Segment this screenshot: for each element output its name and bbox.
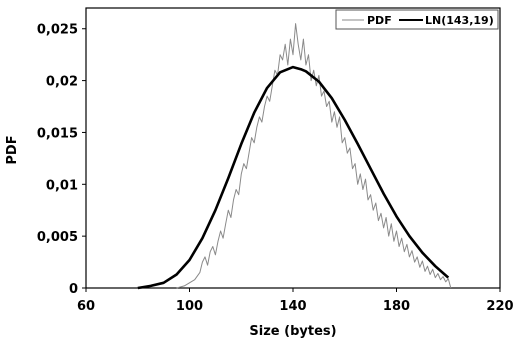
- x-axis-label: Size (bytes): [249, 324, 336, 339]
- y-axis-label: PDF: [5, 135, 20, 164]
- x-tick-label: 60: [77, 299, 95, 314]
- data-layer: [137, 23, 452, 290]
- y-tick-label: 0,005: [37, 230, 78, 245]
- y-tick-label: 0,015: [37, 126, 78, 141]
- y-tick-label: 0,01: [46, 178, 78, 193]
- legend-label-ln: LN(143,19): [425, 14, 494, 27]
- series-line-pdf: [176, 23, 452, 289]
- legend: PDF LN(143,19): [335, 9, 499, 30]
- legend-label-pdf: PDF: [367, 14, 392, 27]
- x-tick-label: 100: [176, 299, 203, 314]
- axis-layer: 60 100 140 180 220 0 0,005 0,01 0,015 0,02 0,025: [37, 23, 514, 314]
- x-tick-label: 180: [383, 299, 410, 314]
- series-line-ln: [137, 65, 450, 290]
- x-tick-label: 140: [279, 299, 306, 314]
- y-tick-label: 0,025: [37, 23, 78, 38]
- y-tick-label: 0: [69, 282, 78, 297]
- y-tick-label: 0,02: [46, 75, 78, 90]
- x-tick-label: 220: [486, 299, 513, 314]
